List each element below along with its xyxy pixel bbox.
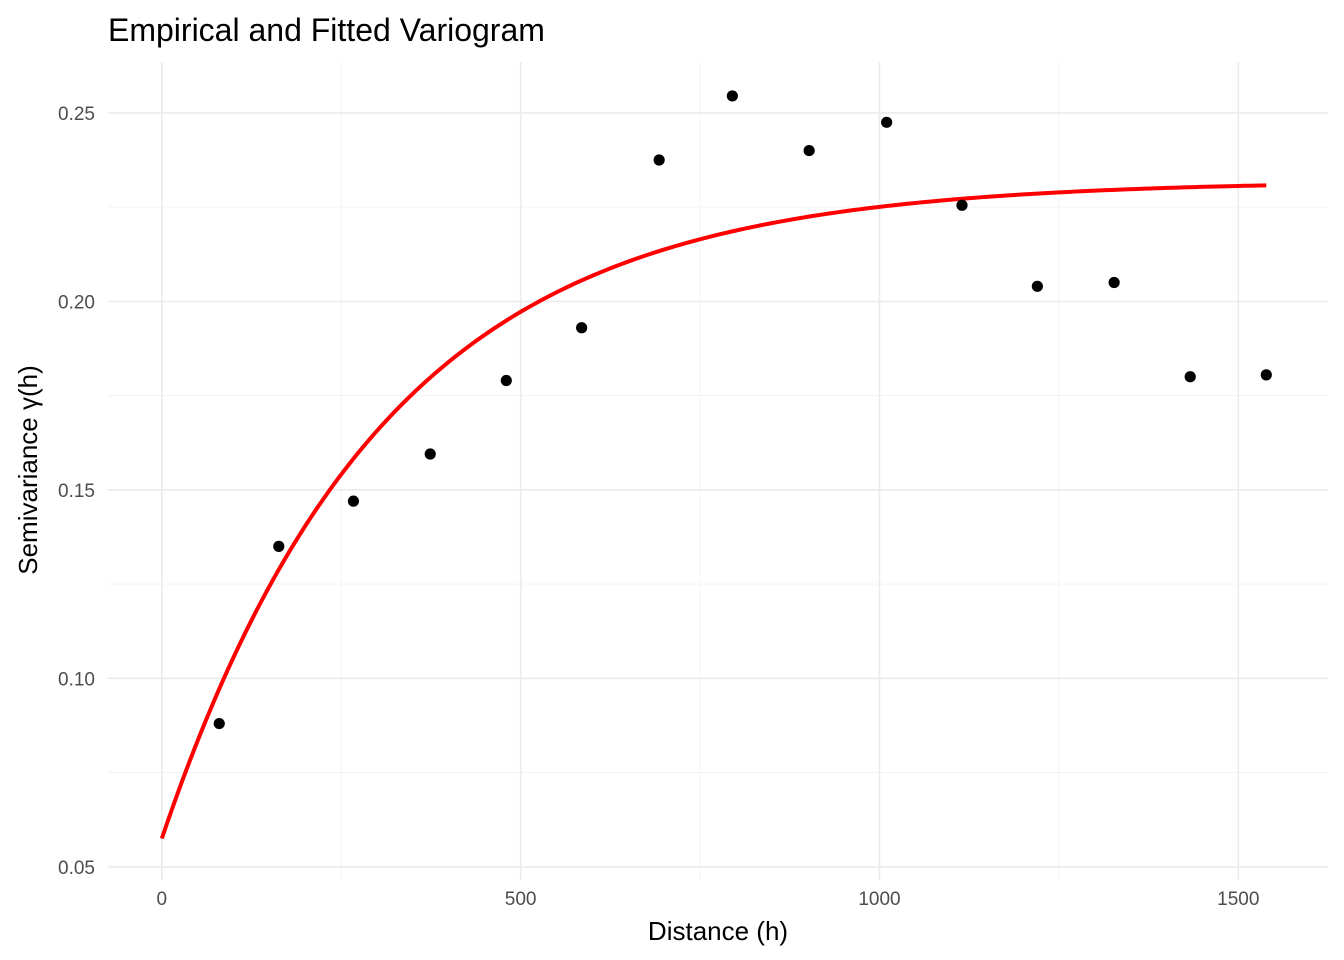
- empirical-point: [424, 448, 436, 460]
- empirical-point: [803, 144, 815, 157]
- empirical-point: [956, 199, 968, 211]
- y-axis-ticks: 0.05 0.10 0.15 0.20 0.25: [58, 104, 95, 879]
- empirical-point: [726, 90, 738, 102]
- chart-title: Empirical and Fitted Variogram: [108, 12, 545, 48]
- y-tick-label: 0.10: [58, 669, 95, 690]
- y-tick-label: 0.05: [58, 858, 95, 879]
- x-axis-title: Distance (h): [648, 916, 788, 946]
- y-tick-label: 0.15: [58, 481, 95, 502]
- empirical-point: [273, 540, 285, 552]
- x-tick-label: 1000: [858, 889, 900, 910]
- x-tick-label: 500: [505, 889, 537, 910]
- empirical-point: [653, 154, 665, 166]
- minor-gridlines: [108, 62, 1328, 880]
- x-axis-ticks: 0 500 1000 1500: [157, 889, 1260, 910]
- major-gridlines: [108, 62, 1328, 880]
- empirical-point: [347, 495, 360, 507]
- empirical-points-layer: [213, 90, 1272, 730]
- empirical-point: [1260, 369, 1272, 381]
- fitted-curve-layer: [159, 183, 1267, 840]
- empirical-point: [576, 322, 588, 334]
- y-tick-label: 0.20: [58, 292, 95, 313]
- empirical-point: [500, 374, 512, 387]
- y-axis-title: Semivariance γ(h): [13, 365, 43, 575]
- empirical-point: [1184, 371, 1196, 383]
- empirical-point: [213, 717, 225, 730]
- y-tick-label: 0.25: [58, 104, 95, 125]
- x-tick-label: 1500: [1217, 889, 1259, 910]
- fitted-variogram-line: [159, 183, 1267, 840]
- x-tick-label: 0: [157, 889, 168, 910]
- empirical-point: [881, 116, 893, 128]
- empirical-point: [1031, 280, 1043, 292]
- empirical-point: [1108, 276, 1120, 289]
